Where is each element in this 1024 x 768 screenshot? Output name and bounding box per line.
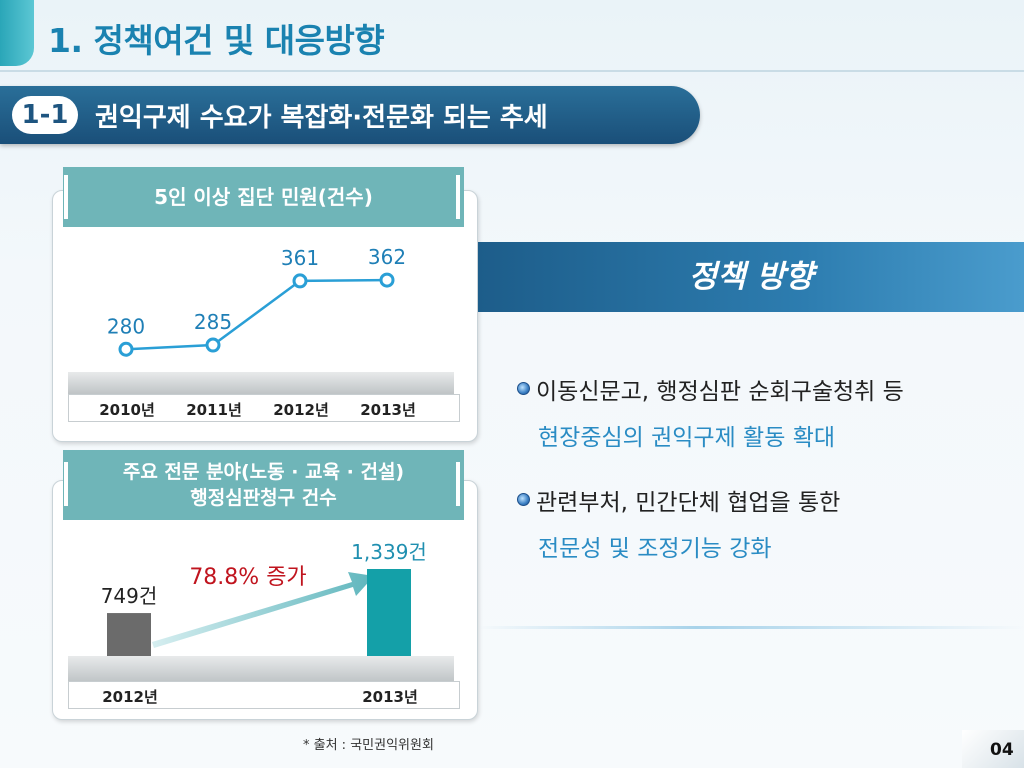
- line-chart-title: 5인 이상 집단 민원(건수): [63, 167, 464, 227]
- policy-item-1-line-2: 현장중심의 권익구제 활동 확대: [538, 425, 836, 451]
- title-divider: [0, 70, 1024, 72]
- bar-chart-title-line-1: 주요 전문 분야(노동 · 교육 · 건설): [122, 461, 405, 483]
- bullet-icon: [517, 382, 530, 395]
- line-chart-x-tick-4: 2013년: [360, 401, 416, 419]
- source-note: * 출처 : 국민권익위원회: [303, 738, 434, 753]
- line-data-label-2012년: 361: [281, 246, 319, 270]
- bar-chart-x-tick-1: 2012년: [102, 688, 158, 706]
- increase-arrow: [152, 572, 374, 648]
- policy-title: 정책 방향: [688, 259, 814, 295]
- policy-banner: [478, 242, 1024, 312]
- bar-chart-title: 주요 전문 분야(노동 · 교육 · 건설) 행정심판청구 건수: [63, 450, 464, 520]
- line-point-2011년: [205, 337, 221, 353]
- line-chart-x-tick-1: 2010년: [99, 401, 155, 419]
- bar-2013년: [367, 569, 411, 669]
- line-point-2012년: [292, 273, 308, 289]
- line-chart-x-tick-3: 2012년: [273, 401, 329, 419]
- bar-chart-x-tick-2: 2013년: [362, 688, 418, 706]
- line-chart-x-axis: 2010년 2011년 2012년 2013년: [68, 394, 460, 422]
- line-chart-title-tick-right: [456, 175, 460, 219]
- section-banner: [0, 86, 700, 144]
- title-accent-tab: [0, 0, 34, 66]
- line-point-2013년: [379, 272, 395, 288]
- page-number-corner: [962, 730, 1024, 768]
- line-data-label-2013년: 362: [368, 245, 406, 269]
- line-chart-title-text: 5인 이상 집단 민원(건수): [154, 185, 373, 209]
- line-point-2010년: [118, 341, 134, 357]
- policy-item-1-line-1: 이동신문고, 행정심판 순회구술청취 등: [536, 379, 904, 405]
- bar-data-label-2013년: 1,339건: [351, 540, 427, 564]
- line-data-label-2011년: 285: [194, 310, 232, 334]
- line-data-label-2010년: 280: [107, 314, 145, 338]
- bar-chart-base: [68, 656, 454, 682]
- line-chart-plot: 280 285 361 362: [107, 245, 406, 357]
- page-number: 04: [990, 740, 1014, 760]
- bar-chart-x-axis: 2012년 2013년: [68, 681, 460, 709]
- bar-data-label-2012년: 749건: [101, 584, 158, 608]
- line-chart-title-tick-left: [64, 175, 68, 219]
- bar-chart-title-line-2: 행정심판청구 건수: [190, 487, 337, 509]
- policy-item-2-line-1: 관련부처, 민간단체 협업을 통한: [536, 490, 841, 516]
- page-title: 1. 정책여건 및 대응방향: [48, 21, 385, 60]
- bullet-icon: [517, 493, 530, 506]
- growth-annotation: 78.8% 증가: [189, 565, 306, 590]
- policy-item-2-line-2: 전문성 및 조정기능 강화: [538, 536, 772, 562]
- line-series: [125, 278, 388, 351]
- bar-chart-title-tick-right: [456, 462, 460, 506]
- bar-chart-title-tick-left: [64, 462, 68, 506]
- section-number-badge: 1-1: [12, 96, 78, 134]
- line-chart-base: [68, 372, 454, 394]
- bar-chart-plot: 749건 1,339건 78.8% 증가: [101, 540, 427, 669]
- section-title: 권익구제 수요가 복잡화·전문화 되는 추세: [95, 103, 548, 133]
- line-chart-x-tick-2: 2011년: [186, 401, 242, 419]
- policy-divider: [478, 626, 1024, 629]
